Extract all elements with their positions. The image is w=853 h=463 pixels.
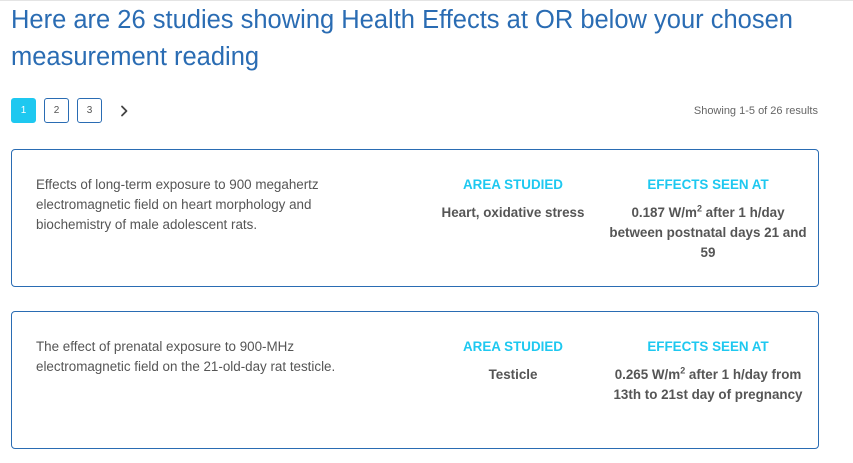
effects-seen-value: 0.265 W/m2 after 1 h/day from 13th to 21…: [609, 365, 807, 405]
effect-unit-exponent: 2: [696, 203, 702, 214]
effects-seen-column: EFFECTS SEEN AT 0.187 W/m2 after 1 h/day…: [609, 175, 807, 263]
effect-condition: after 1 h/day between postnatal days 21 …: [609, 205, 807, 260]
page-button-2[interactable]: 2: [44, 98, 69, 123]
effect-condition: after 1 h/day from 13th to 21st day of p…: [613, 367, 803, 402]
area-studied-value: Testicle: [488, 367, 538, 382]
area-studied-value: Heart, oxidative stress: [441, 205, 585, 220]
effects-seen-heading: EFFECTS SEEN AT: [647, 339, 769, 354]
next-page-button[interactable]: [114, 98, 134, 123]
page-button-3[interactable]: 3: [77, 98, 102, 123]
study-card: Effects of long-term exposure to 900 meg…: [11, 149, 819, 287]
effect-level: 0.187 W/m: [631, 205, 697, 220]
results-count: Showing 1-5 of 26 results: [693, 105, 818, 117]
area-studied-column: AREA STUDIED Heart, oxidative stress: [427, 175, 599, 223]
area-studied-column: AREA STUDIED Testicle: [427, 337, 599, 385]
top-divider: [0, 0, 853, 1]
effect-level: 0.265 W/m: [614, 367, 681, 382]
effects-seen-value: 0.187 W/m2 after 1 h/day between postnat…: [609, 203, 807, 263]
effects-seen-heading: EFFECTS SEEN AT: [647, 177, 769, 192]
area-studied-heading: AREA STUDIED: [463, 339, 563, 354]
study-description: Effects of long-term exposure to 900 meg…: [36, 177, 319, 232]
study-description: The effect of prenatal exposure to 900-M…: [36, 339, 336, 374]
effect-unit-exponent: 2: [680, 365, 686, 376]
page-button-1[interactable]: 1: [11, 98, 36, 123]
pagination: 1 2 3: [11, 98, 134, 123]
study-card: The effect of prenatal exposure to 900-M…: [11, 311, 819, 449]
area-studied-heading: AREA STUDIED: [463, 177, 563, 192]
page-title: Here are 26 studies showing Health Effec…: [11, 6, 793, 71]
effects-seen-column: EFFECTS SEEN AT 0.265 W/m2 after 1 h/day…: [609, 337, 807, 405]
chevron-right-icon: [121, 105, 128, 116]
